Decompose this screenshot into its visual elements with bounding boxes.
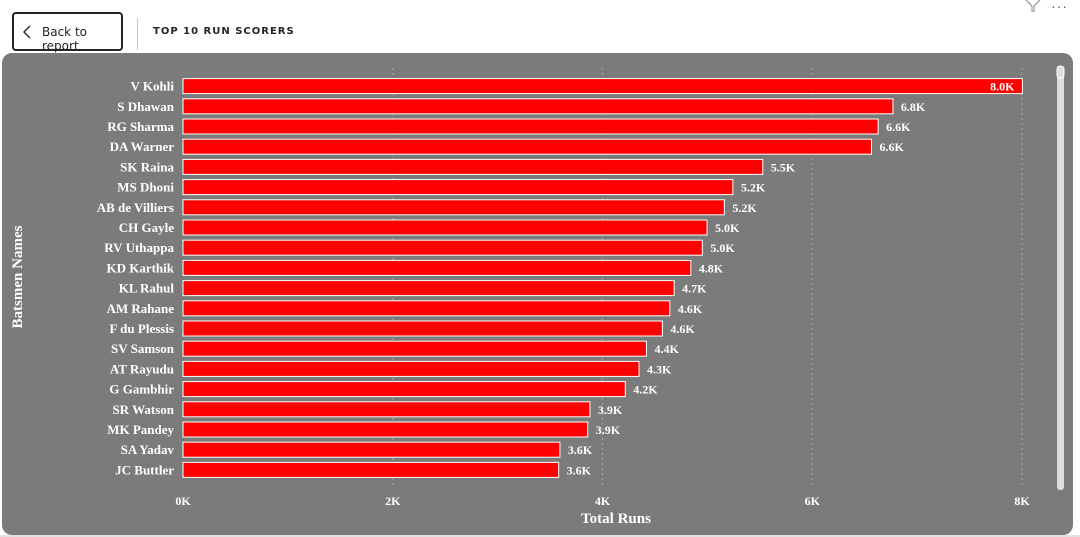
data-label: 5.5K <box>771 160 796 174</box>
bar <box>182 78 1023 95</box>
grid-lines <box>392 68 1023 488</box>
category-label: DA Warner <box>110 139 175 154</box>
category-label: S Dhawan <box>117 99 174 114</box>
data-label: 4.6K <box>670 322 695 336</box>
category-label: G Gambhir <box>109 382 174 397</box>
bar <box>182 381 626 398</box>
bar <box>182 239 703 256</box>
data-label: 8.0K <box>990 80 1015 94</box>
bar <box>182 340 647 357</box>
data-label: 3.9K <box>598 403 623 417</box>
data-label: 5.2K <box>732 201 757 215</box>
x-tick-label: 6K <box>805 494 821 508</box>
data-labels: 8.0K 6.8K 6.6K 6.6K 5.5K 5.2K 5.2K 5.0K 5.0K 4.8K… <box>567 80 1015 478</box>
x-tick-label: 2K <box>385 494 401 508</box>
category-label: SV Samson <box>111 341 175 356</box>
data-label: 4.6K <box>678 302 703 316</box>
y-axis-title: Batsmen Names <box>10 225 26 328</box>
page-bottom-border <box>0 535 1080 537</box>
back-button-label: Back to report <box>42 25 87 53</box>
bar <box>182 98 894 115</box>
data-label: 5.0K <box>710 241 735 255</box>
bar <box>182 401 591 418</box>
bar <box>182 138 873 155</box>
data-label: 5.2K <box>741 181 766 195</box>
bars <box>182 78 1023 478</box>
category-label: MS Dhoni <box>117 180 174 195</box>
bar <box>182 280 675 297</box>
data-label: 3.6K <box>568 443 593 457</box>
x-tick-label: 8K <box>1014 494 1030 508</box>
bar <box>182 421 589 438</box>
category-label: AB de Villiers <box>97 200 174 215</box>
scrollbar-thumb[interactable] <box>1057 66 1064 490</box>
bar <box>182 259 692 276</box>
chevron-left-icon <box>23 25 31 39</box>
data-label: 4.3K <box>647 362 672 376</box>
bar <box>182 118 879 135</box>
category-label: KD Karthik <box>106 260 174 275</box>
more-options-icon[interactable]: ··· <box>1051 0 1068 14</box>
category-labels: V Kohli S Dhawan RG Sharma DA Warner SK Rain… <box>97 79 175 478</box>
bar <box>182 441 561 458</box>
data-label: 6.6K <box>886 120 911 134</box>
back-to-report-button[interactable]: Back to report <box>12 12 123 53</box>
data-label: 3.6K <box>567 463 592 477</box>
page-title: TOP 10 RUN SCORERS <box>153 26 295 37</box>
bar <box>182 158 764 175</box>
x-axis-title: Total Runs <box>581 511 651 527</box>
bar <box>182 461 560 478</box>
data-label: 6.6K <box>880 140 905 154</box>
category-label: RV Uthappa <box>104 240 174 255</box>
data-label: 4.2K <box>633 383 658 397</box>
category-label: CH Gayle <box>119 220 174 235</box>
category-label: SR Watson <box>112 402 174 417</box>
category-label: AM Rahane <box>106 301 174 316</box>
data-label: 4.4K <box>654 342 679 356</box>
x-tick-label: 4K <box>595 494 611 508</box>
data-label: 4.8K <box>699 261 724 275</box>
category-label: SA Yadav <box>121 442 175 457</box>
x-tick-labels: 0K 2K 4K 6K 8K <box>175 494 1030 508</box>
filter-icon[interactable] <box>1025 0 1041 12</box>
data-label: 3.9K <box>596 423 621 437</box>
category-label: V Kohli <box>131 79 175 94</box>
category-label: JC Buttler <box>115 462 174 477</box>
category-label: F du Plessis <box>109 321 174 336</box>
category-label: RG Sharma <box>107 119 174 134</box>
data-label: 5.0K <box>715 221 740 235</box>
data-label: 6.8K <box>901 100 926 114</box>
bar <box>182 199 725 216</box>
bar <box>182 219 708 236</box>
bar <box>182 179 734 196</box>
x-tick-label: 0K <box>175 494 191 508</box>
category-label: AT Rayudu <box>110 361 174 376</box>
category-label: SK Raina <box>120 159 174 174</box>
scrollbar-handle[interactable] <box>1056 65 1065 79</box>
category-label: KL Rahul <box>119 281 175 296</box>
category-label: MK Pandey <box>107 422 174 437</box>
bar <box>182 360 640 377</box>
header-divider <box>137 18 138 50</box>
bar <box>182 320 663 337</box>
bar <box>182 300 671 317</box>
data-label: 4.7K <box>682 282 707 296</box>
